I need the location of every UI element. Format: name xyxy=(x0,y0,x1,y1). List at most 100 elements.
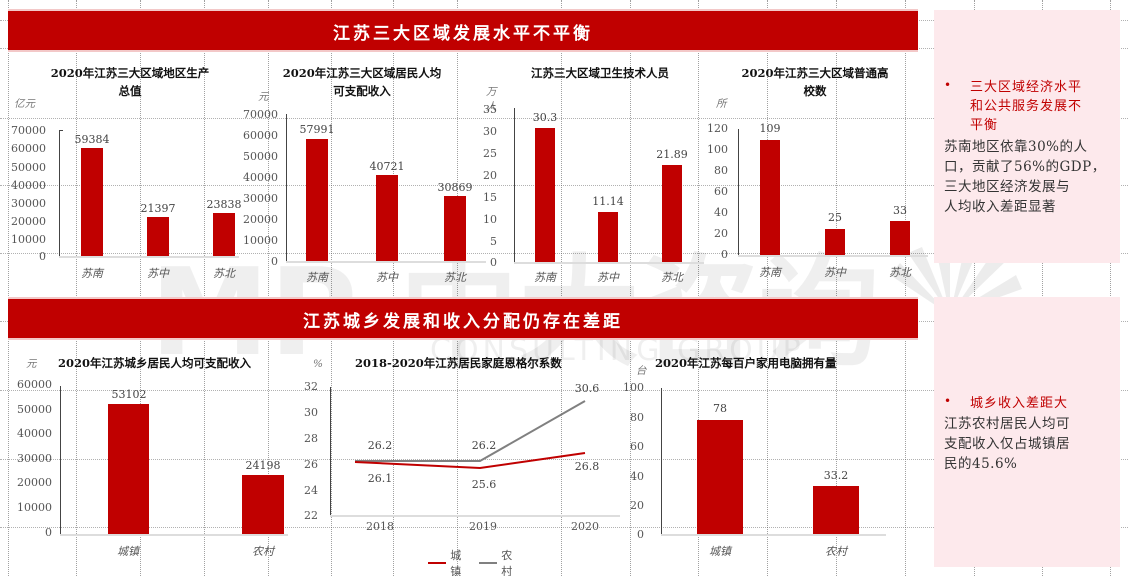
y-unit: 台 xyxy=(636,365,647,377)
chart-computer-ownership: 2020年江苏每百户家用电脑拥有量 台 100 80 60 40 20 0 78… xyxy=(0,0,886,558)
section-title: 江苏三大区域发展水平不平衡 xyxy=(333,24,593,44)
y-tick: 20 xyxy=(483,169,497,182)
section-banner-urban-rural: 江苏城乡发展和收入分配仍存在差距 xyxy=(8,297,918,340)
y-tick: 20000 xyxy=(11,215,46,228)
legend-rural-label: 农村 xyxy=(501,549,513,576)
x-category: 2019 xyxy=(469,520,497,533)
y-tick: 70000 xyxy=(243,108,278,121)
guide-line xyxy=(8,0,9,576)
bar-sunan xyxy=(760,140,780,255)
insight-body-line: 支配收入仅占城镇居 xyxy=(944,436,1070,452)
bar-subei xyxy=(662,165,682,262)
y-unit: 亿元 xyxy=(14,98,35,110)
y-unit: 元 xyxy=(258,91,269,103)
bar-value-label: 21397 xyxy=(140,202,176,215)
bar-value-label: 33.2 xyxy=(823,469,849,482)
y-tick-mark xyxy=(59,130,63,131)
y-tick: 60000 xyxy=(11,142,46,155)
x-category: 苏中 xyxy=(824,266,846,279)
x-category: 苏北 xyxy=(661,271,683,284)
x-axis xyxy=(738,255,928,257)
y-tick: 80 xyxy=(630,411,644,424)
x-category: 苏中 xyxy=(376,271,398,284)
section-banner-regional: 江苏三大区域发展水平不平衡 xyxy=(8,9,918,52)
guide-line xyxy=(630,0,631,576)
y-tick: 10000 xyxy=(243,234,278,247)
x-category: 苏南 xyxy=(534,271,556,284)
guide-line xyxy=(457,0,458,576)
bar-value-label: 78 xyxy=(713,402,727,415)
guide-line xyxy=(1042,0,1043,576)
bar-sunan xyxy=(306,139,328,261)
guide-line xyxy=(0,118,1128,119)
rural-value-label: 26.2 xyxy=(471,439,497,452)
y-tick: 100 xyxy=(623,381,644,394)
insight-body: 苏南地区依靠30%的人 口，贡献了56%的GDP， 三大地区经济发展与 人均收入… xyxy=(944,137,1114,217)
x-category: 城镇 xyxy=(709,545,731,558)
insight-headline: • 城乡收入差距大 xyxy=(942,394,1112,413)
y-tick: 30 xyxy=(304,406,318,419)
y-tick: 40000 xyxy=(11,179,46,192)
guide-line xyxy=(0,527,1128,528)
urban-value-label: 26.1 xyxy=(367,472,393,485)
guide-line xyxy=(268,0,269,576)
y-tick: 20000 xyxy=(243,213,278,226)
y-axis xyxy=(738,129,739,255)
y-unit: 万人 xyxy=(486,86,497,113)
y-tick: 40 xyxy=(630,470,644,483)
y-tick: 40000 xyxy=(17,427,52,440)
chart-urban-rural-income: 2020年江苏城乡居民人均可支配收入 元 60000 50000 40000 3… xyxy=(0,0,288,558)
guide-line xyxy=(561,0,562,576)
bar-suzhong xyxy=(376,175,398,261)
y-tick: 0 xyxy=(637,528,644,541)
bar-value-label: 59384 xyxy=(74,133,110,146)
bar-value-label: 53102 xyxy=(111,388,147,401)
x-axis xyxy=(514,262,704,264)
insight-body-line: 口，贡献了56%的GDP， xyxy=(944,159,1106,175)
bar-value-label: 57991 xyxy=(299,123,335,136)
y-tick: 5 xyxy=(490,235,497,248)
y-tick: 30 xyxy=(483,125,497,138)
guide-line xyxy=(331,0,332,576)
y-tick: 60000 xyxy=(17,378,52,391)
legend-rural-swatch xyxy=(479,562,498,564)
section-title: 江苏城乡发展和收入分配仍存在差距 xyxy=(303,312,623,332)
y-tick: 80 xyxy=(714,164,728,177)
y-tick: 30000 xyxy=(243,192,278,205)
y-tick: 35 xyxy=(483,103,497,116)
x-category: 苏中 xyxy=(147,267,169,280)
guide-line xyxy=(767,0,768,576)
guide-line xyxy=(1110,0,1111,576)
x-category: 农村 xyxy=(252,545,274,558)
urban-value-label: 26.8 xyxy=(574,460,600,473)
y-tick: 100 xyxy=(707,143,728,156)
guide-line xyxy=(0,253,1128,254)
y-tick: 0 xyxy=(39,250,46,263)
y-tick: 26 xyxy=(304,458,318,471)
x-category: 苏北 xyxy=(889,266,911,279)
guide-line xyxy=(204,0,205,576)
x-category: 2018 xyxy=(366,520,394,533)
rural-line xyxy=(355,400,586,462)
bar-rural xyxy=(813,486,859,534)
legend-urban-swatch xyxy=(428,562,447,564)
y-tick: 0 xyxy=(721,248,728,261)
chart-title: 2020年江苏三大区域居民人均 可支配收入 xyxy=(282,66,442,98)
y-axis xyxy=(60,386,61,534)
bar-value-label: 11.14 xyxy=(592,195,624,208)
x-category: 苏南 xyxy=(81,267,103,280)
y-tick: 30000 xyxy=(11,197,46,210)
y-tick: 25 xyxy=(483,147,497,160)
bar-value-label: 25 xyxy=(828,211,842,224)
y-tick: 0 xyxy=(490,256,497,269)
bar-rural xyxy=(242,475,284,534)
chart-title: 2020年江苏每百户家用电脑拥有量 xyxy=(655,356,837,370)
bar-subei xyxy=(890,221,910,255)
guide-line xyxy=(974,0,975,576)
y-tick: 50000 xyxy=(243,150,278,163)
bar-value-label: 21.89 xyxy=(656,148,688,161)
y-tick: 60000 xyxy=(243,129,278,142)
x-axis xyxy=(59,256,239,258)
y-tick: 10000 xyxy=(17,501,52,514)
x-category: 苏中 xyxy=(597,271,619,284)
